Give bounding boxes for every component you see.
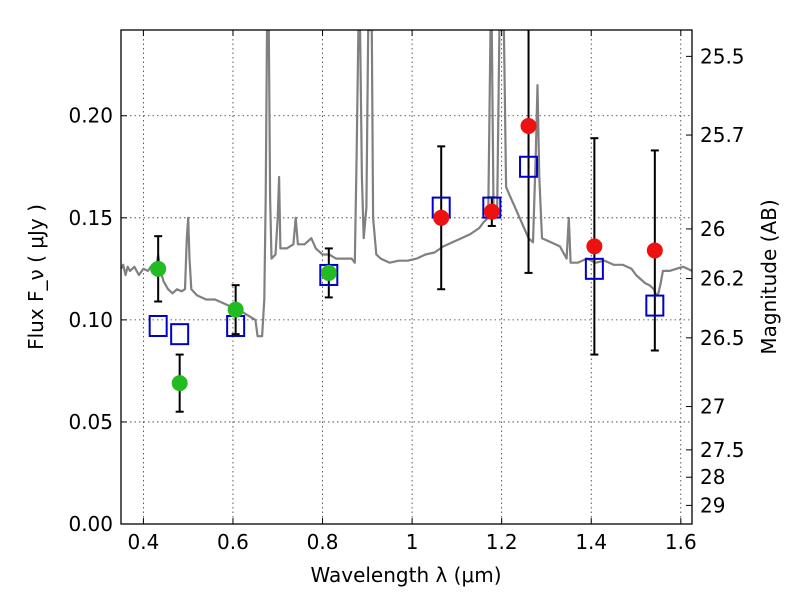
y-tick-label: 0.05 — [68, 410, 113, 434]
x-tick-label: 1.4 — [575, 530, 607, 554]
x-axis-label: Wavelength λ (μm) — [310, 563, 501, 587]
mag-tick-label: 26 — [700, 217, 725, 241]
photometry-point — [586, 238, 603, 255]
right-axis-label: Magnitude (AB) — [757, 199, 781, 354]
mag-tick-label: 26.5 — [700, 326, 745, 350]
photometry-point — [150, 260, 167, 277]
model-square-point — [519, 155, 539, 178]
mag-tick-label: 29 — [700, 493, 725, 517]
photometry-point — [171, 375, 188, 392]
mag-tick-label: 28 — [700, 465, 725, 489]
x-tick-label: 0.6 — [217, 530, 249, 554]
spectrum-line — [121, 30, 692, 338]
mag-tick-label: 25.7 — [700, 123, 745, 147]
mag-tick-label: 25.5 — [700, 44, 745, 68]
mag-tick-label: 27 — [700, 395, 725, 419]
photometry-point — [433, 209, 450, 226]
plot-frame — [120, 29, 693, 525]
y-tick-label: 0.20 — [68, 104, 113, 128]
photometry-point — [520, 117, 537, 134]
y-axis-label: Flux F_ν ( μJy ) — [24, 204, 48, 350]
photometry-point — [227, 301, 244, 318]
photometry-point — [483, 203, 500, 220]
model-square-point — [148, 314, 168, 337]
x-tick-label: 1.2 — [486, 530, 518, 554]
photometry-point — [646, 242, 663, 259]
model-square-point — [645, 294, 665, 317]
x-tick-label: 1.6 — [665, 530, 697, 554]
y-tick-label: 0.15 — [68, 206, 113, 230]
model-square-point — [584, 257, 604, 280]
axis-ticks: 0.4 0.6 0.8 1 1.2 1.4 1.6 0.00 0.05 0.10 0.15 0.20 2… — [68, 30, 745, 554]
y-tick-label: 0.10 — [68, 308, 113, 332]
mag-tick-label: 26.2 — [700, 267, 745, 291]
plot-series — [121, 30, 692, 413]
photometry-point — [320, 264, 337, 281]
x-tick-label: 1 — [406, 530, 419, 554]
x-tick-label: 0.8 — [307, 530, 339, 554]
mag-tick-label: 27.5 — [700, 438, 745, 462]
y-tick-label: 0.00 — [68, 512, 113, 536]
model-square-point — [170, 323, 190, 346]
x-tick-label: 0.4 — [127, 530, 159, 554]
